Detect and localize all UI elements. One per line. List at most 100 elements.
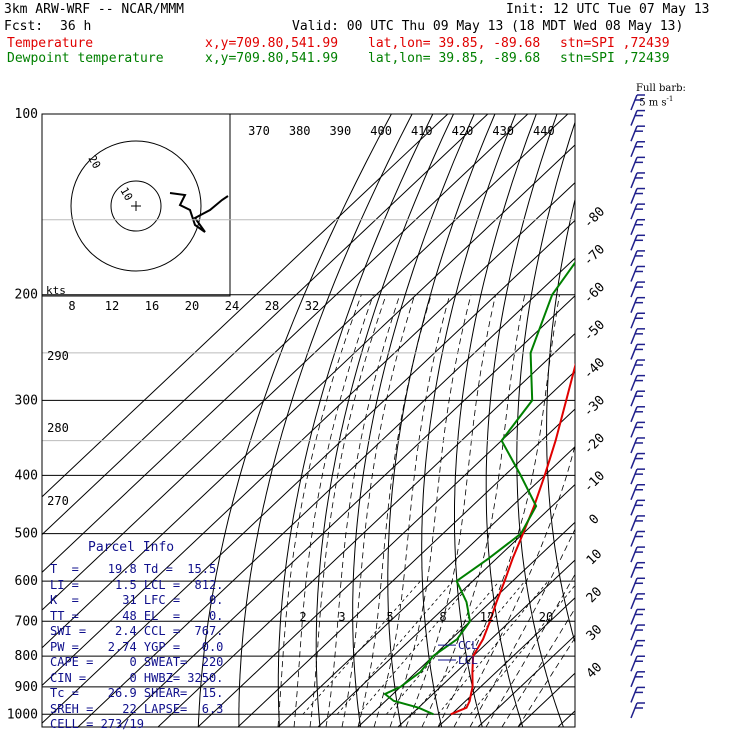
wind-barb	[630, 281, 645, 298]
parcel-row-cape: CAPE = 0 SWEAT= 220	[50, 655, 224, 669]
mixing-ratio-top-label: 16	[145, 299, 159, 313]
wind-barb-staff	[630, 94, 638, 111]
temperature-legend-xy: x,y=709.80,541.99	[205, 36, 339, 51]
wind-barb-staff	[630, 437, 638, 454]
hodograph-trace	[169, 192, 229, 233]
dry-adiabat-label: 290	[47, 349, 69, 363]
wind-barb	[630, 296, 645, 313]
mixing-ratio-top-label: 8	[68, 299, 75, 313]
wind-barb-staff	[630, 250, 638, 267]
wind-barb-staff	[630, 531, 638, 547]
theta-label: 390	[330, 124, 352, 138]
dry-adiabat	[352, 114, 475, 727]
wind-barb	[630, 312, 645, 329]
dry-adiabat	[485, 114, 558, 727]
dry-adiabat	[421, 114, 517, 727]
wind-barb	[630, 452, 645, 469]
theta-label: 380	[289, 124, 311, 138]
wind-barb	[630, 172, 645, 189]
moist-adiabat	[421, 294, 526, 727]
isotherm	[437, 597, 575, 727]
parcel-row-swi: SWI = 2.4 CCL = 767.	[50, 624, 224, 638]
dry-adiabat	[516, 120, 575, 727]
wind-barb	[630, 390, 645, 407]
plot-border	[41, 113, 576, 728]
wind-barb	[630, 187, 645, 204]
theta-label: 430	[492, 124, 514, 138]
isotherm	[157, 332, 575, 727]
temperature-legend-name: Temperature	[7, 36, 94, 51]
isotherm	[42, 144, 575, 649]
moist-adiabat	[517, 637, 575, 727]
parcel-row-tc: Tc = 26.9 SHEAR= 15.	[50, 686, 224, 700]
fcst-value: 36 h	[60, 19, 92, 34]
pressure-label-800: 800	[15, 649, 38, 664]
dry-adiabat	[657, 114, 740, 727]
hodograph-units: kts	[46, 284, 66, 297]
wind-barb	[630, 655, 645, 672]
wind-barb	[630, 686, 645, 703]
temperature-legend-latlon: lat,lon= 39.85, -89.68	[368, 36, 541, 51]
wind-barb	[630, 624, 645, 641]
wind-barb-staff	[630, 125, 638, 142]
level-label-lcl: LCL	[458, 654, 478, 667]
mixing-ratio-line	[358, 580, 474, 715]
pressure-label-500: 500	[15, 527, 38, 542]
wind-barb	[630, 328, 645, 345]
level-label-ccl: CCL	[458, 639, 478, 652]
isotherm	[77, 257, 575, 727]
wind-barb	[630, 437, 645, 454]
dry-adiabat	[238, 114, 413, 727]
parcel-row-k: K = 31 LFC = 0.	[50, 593, 224, 607]
moist-adiabat	[341, 294, 416, 727]
parcel-row-t: T = 19.8 Td = 15.5	[50, 562, 217, 576]
wind-barb-staff	[630, 468, 638, 485]
barb-legend-line2: 5 m s	[639, 97, 667, 109]
wind-barb	[630, 593, 645, 610]
wind-barb	[630, 421, 645, 438]
mixing-ratio-low-label: 12	[480, 610, 494, 624]
wind-barb-staff	[630, 359, 638, 376]
mixing-ratio-line	[336, 580, 454, 715]
wind-barb-staff	[630, 297, 638, 313]
parcel-info-panel: Parcel Info T = 19.8 Td = 15.5 LI = 1.5 …	[48, 538, 236, 731]
moist-adiabat	[501, 607, 575, 727]
wind-barb-staff	[630, 203, 638, 220]
dry-adiabat	[277, 114, 434, 727]
wind-barb-staff	[630, 655, 638, 672]
wind-barb-staff	[630, 328, 638, 345]
dewpoint-legend-xy: x,y=709.80,541.99	[205, 51, 339, 66]
dry-adiabat	[603, 114, 685, 727]
wind-barb-staff	[630, 375, 638, 391]
wind-barb	[630, 530, 645, 547]
wind-barb	[630, 546, 645, 563]
dry-adiabat	[546, 197, 575, 645]
wind-barb-staff	[630, 141, 638, 158]
wind-barb	[630, 374, 645, 391]
mixing-ratio-top-label: 32	[305, 299, 319, 313]
wind-barb	[630, 561, 645, 578]
isotherm-label: -10	[581, 468, 608, 495]
fcst-label: Fcst:	[4, 19, 44, 34]
parcel-row-pw: PW = 2.74 YGP = 0.0	[50, 639, 224, 654]
wind-barb	[630, 343, 645, 360]
theta-label: 400	[370, 124, 392, 138]
moist-adiabat	[309, 294, 387, 727]
wind-barb-staff	[630, 609, 638, 625]
wind-barb	[630, 671, 645, 688]
isotherm	[277, 446, 575, 727]
isotherm	[197, 370, 575, 727]
wind-barb-staff	[630, 515, 638, 532]
moist-adiabat	[469, 528, 575, 727]
wind-barb-staff	[630, 235, 638, 251]
isotherm	[397, 559, 575, 727]
dewpoint-legend-latlon: lat,lon= 39.85, -89.68	[368, 51, 541, 66]
isotherm	[42, 114, 569, 611]
pressure-label-1000: 1000	[7, 707, 38, 722]
wind-barb	[630, 109, 645, 126]
wind-barb-staff	[630, 624, 638, 641]
hodograph-ring	[110, 180, 162, 232]
wind-barb	[630, 515, 645, 532]
isotherm-label: 0	[586, 512, 602, 528]
